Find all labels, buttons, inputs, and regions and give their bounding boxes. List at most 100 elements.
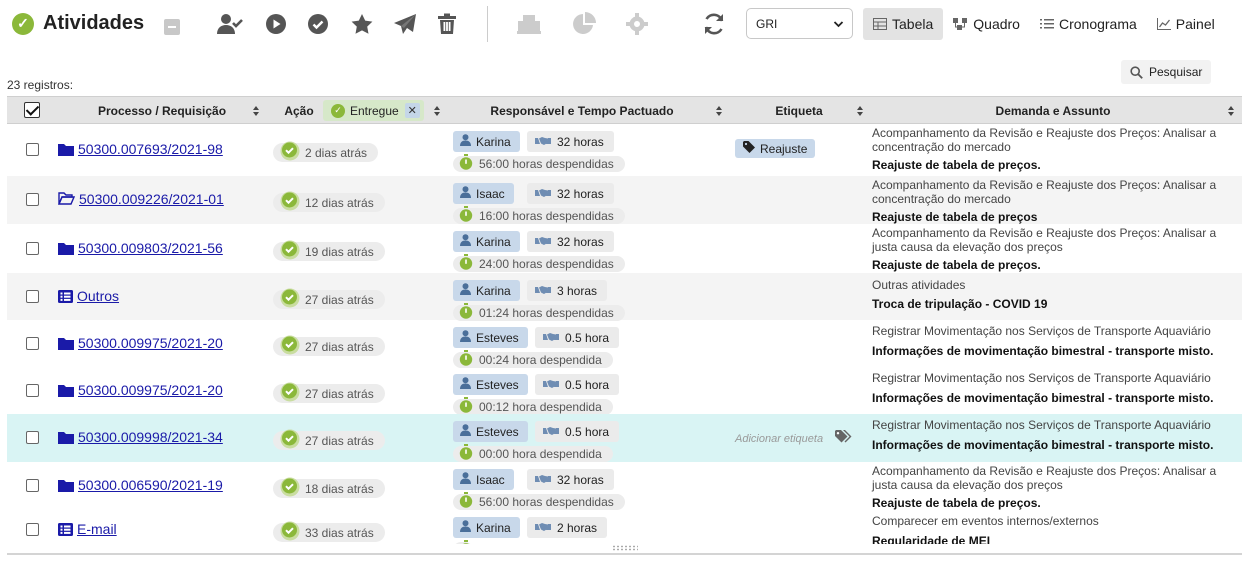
agreed-time: 32 horas (557, 234, 604, 249)
collapse-icon[interactable] (164, 19, 180, 35)
agreed-time: 0.5 hora (565, 330, 610, 345)
table-row[interactable]: 50300.006590/2021-19 18 dias atrás Isaac 32… (7, 462, 1242, 510)
sort-icon[interactable] (716, 106, 723, 116)
check-circle-icon[interactable] (303, 10, 333, 38)
tab-cronograma[interactable]: Cronograma (1030, 8, 1147, 40)
process-link[interactable]: E-mail (58, 521, 117, 537)
user-check-icon[interactable] (215, 10, 245, 38)
process-link[interactable]: 50300.009975/2021-20 (58, 335, 223, 351)
table-row[interactable]: 50300.009998/2021-34 27 dias atrás Esteves… (7, 414, 1242, 462)
search-button[interactable]: Pesquisar (1121, 60, 1211, 84)
responsible-chip[interactable]: Karina (453, 280, 520, 301)
col-etiqueta-label: Etiqueta (775, 103, 823, 118)
page-title-wrap: ✓ Atividades (12, 12, 144, 35)
table-row[interactable]: 50300.007693/2021-98 2 dias atrás Karina 32… (7, 124, 1242, 176)
responsible-chip[interactable]: Karina (453, 131, 520, 152)
filter-chip-entregue[interactable]: ✓ Entregue ✕ (323, 100, 424, 121)
spent-time-chip: 00:12 hora despendida (453, 397, 613, 415)
action-status: 27 dias atrás (273, 382, 385, 403)
refresh-icon[interactable] (699, 10, 729, 38)
row-checkbox[interactable] (26, 431, 39, 444)
col-processo[interactable]: Processo / Requisição (47, 97, 277, 124)
process-link[interactable]: 50300.006590/2021-19 (58, 477, 223, 493)
responsible-chip[interactable]: Karina (453, 517, 520, 538)
process-number: 50300.009803/2021-56 (78, 240, 223, 256)
table-row[interactable]: E-mail 33 dias atrás Karina 2 horas Comparec… (7, 510, 1242, 544)
tag-icon (743, 141, 760, 156)
process-number: Outros (77, 288, 120, 304)
table-row[interactable]: 50300.009226/2021-01 12 dias atrás Isaac 32… (7, 176, 1242, 224)
action-status: 18 dias atrás (273, 477, 385, 498)
action-time: 27 dias atrás (305, 292, 374, 307)
process-link[interactable]: 50300.009998/2021-34 (58, 429, 223, 445)
tab-quadro[interactable]: Quadro (943, 8, 1030, 40)
pie-chart-icon (569, 10, 599, 38)
table-row[interactable]: 50300.009975/2021-20 27 dias atrás Esteves… (7, 367, 1242, 415)
send-icon[interactable] (390, 10, 420, 38)
stopwatch-icon (459, 154, 473, 173)
play-circle-icon[interactable] (261, 10, 291, 38)
process-link[interactable]: 50300.009803/2021-56 (58, 240, 223, 256)
spent-time: 00:00 hora despendida (479, 447, 602, 461)
handshake-icon (535, 284, 557, 298)
user-icon (460, 283, 476, 298)
spent-time: 24:00 horas despendidas (479, 257, 614, 271)
row-checkbox[interactable] (26, 479, 39, 492)
tag-chip[interactable]: Reajuste (735, 139, 816, 158)
col-demanda[interactable]: Demanda e Assunto (872, 97, 1234, 124)
col-acao[interactable]: Ação (277, 97, 321, 124)
sort-icon[interactable] (857, 106, 864, 116)
row-checkbox[interactable] (26, 242, 39, 255)
responsible-chip[interactable]: Esteves (453, 421, 528, 442)
subject-text: Informações de movimentação bimestral - … (872, 344, 1214, 358)
row-checkbox[interactable] (26, 143, 39, 156)
check-circle-icon (280, 520, 300, 542)
responsible-chip[interactable]: Esteves (453, 327, 528, 348)
responsible-chip[interactable]: Esteves (453, 374, 528, 395)
row-checkbox[interactable] (26, 290, 39, 303)
col-responsavel[interactable]: Responsável e Tempo Pactuado (447, 97, 717, 124)
row-checkbox[interactable] (26, 337, 39, 350)
table-row[interactable]: 50300.009975/2021-20 27 dias atrás Esteves… (7, 320, 1242, 368)
tab-painel[interactable]: Painel (1147, 8, 1225, 40)
sort-icon[interactable] (253, 106, 260, 116)
select-all-checkbox[interactable] (24, 102, 40, 118)
star-icon[interactable] (347, 10, 377, 38)
table-row[interactable]: 50300.009803/2021-56 19 dias atrás Karina 3… (7, 224, 1242, 273)
action-status: 27 dias atrás (273, 288, 385, 309)
responsible-chip[interactable]: Isaac (453, 183, 514, 204)
row-checkbox[interactable] (26, 523, 39, 536)
responsible-name: Karina (476, 283, 511, 298)
subject-text: Reajuste de tabela de preços (872, 210, 1038, 224)
unit-select[interactable]: GRI (746, 8, 853, 39)
sort-icon[interactable] (434, 106, 441, 116)
action-time: 27 dias atrás (305, 386, 374, 401)
spent-time: 00:12 hora despendida (479, 400, 602, 414)
folder-icon (58, 143, 74, 156)
sort-icon[interactable] (1228, 106, 1235, 116)
agreed-time-chip: 32 horas (527, 131, 614, 152)
add-tag-button[interactable]: Adicionar etiqueta (735, 430, 853, 447)
user-icon (460, 520, 476, 535)
row-checkbox[interactable] (26, 384, 39, 397)
process-link[interactable]: 50300.009226/2021-01 (58, 191, 224, 207)
spent-time: 56:00 horas despendidas (479, 157, 614, 171)
process-link[interactable]: 50300.009975/2021-20 (58, 382, 223, 398)
responsible-name: Esteves (476, 377, 519, 392)
table-row[interactable]: Outros 27 dias atrás Karina 3 horas 01:24 ho… (7, 273, 1242, 321)
close-icon[interactable]: ✕ (404, 103, 420, 118)
process-number: 50300.007693/2021-98 (78, 141, 223, 157)
resize-handle[interactable] (612, 545, 638, 551)
row-checkbox[interactable] (26, 193, 39, 206)
stopwatch-icon (459, 254, 473, 273)
process-link[interactable]: Outros (58, 288, 119, 304)
subject-text: Reajuste de tabela de preços. (872, 158, 1041, 172)
responsible-chip[interactable]: Isaac (453, 469, 514, 490)
demand-text: Comparecer em eventos internos/externos (872, 514, 1099, 528)
responsible-chip[interactable]: Karina (453, 231, 520, 252)
trash-icon[interactable] (432, 10, 462, 38)
col-etiqueta[interactable]: Etiqueta (729, 97, 869, 124)
process-link[interactable]: 50300.007693/2021-98 (58, 141, 223, 157)
tab-tabela[interactable]: Tabela (863, 8, 944, 40)
agreed-time-chip: 0.5 hora (535, 421, 620, 442)
